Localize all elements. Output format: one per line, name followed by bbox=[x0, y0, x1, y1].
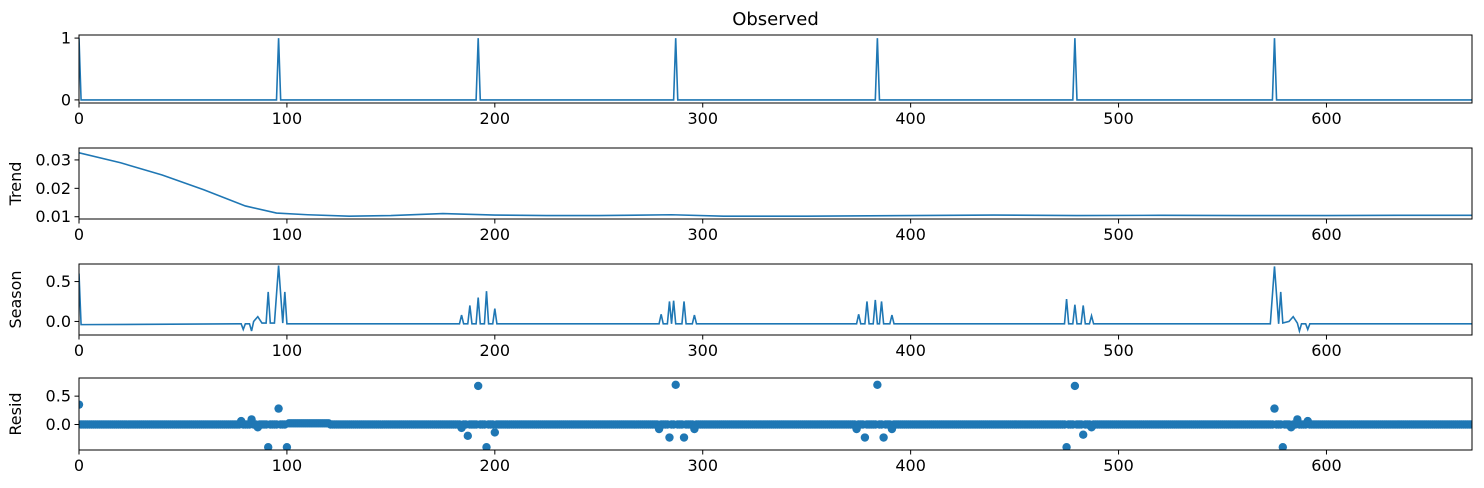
x-tick-label: 100 bbox=[272, 109, 303, 128]
x-tick-label: 0 bbox=[74, 341, 84, 360]
x-tick-label: 300 bbox=[687, 456, 718, 475]
x-tick-label: 0 bbox=[74, 456, 84, 475]
resid-outlier-point bbox=[1304, 417, 1312, 425]
resid-outlier-point bbox=[690, 425, 698, 433]
resid-outlier-point bbox=[888, 425, 896, 433]
y-tick-label: 0.0 bbox=[46, 312, 71, 331]
x-tick-label: 600 bbox=[1311, 225, 1342, 244]
resid-outlier-point bbox=[237, 417, 245, 425]
x-tick-label: 0 bbox=[74, 225, 84, 244]
x-tick-label: 500 bbox=[1103, 109, 1134, 128]
resid-outlier-point bbox=[464, 432, 472, 440]
x-tick-label: 300 bbox=[687, 109, 718, 128]
series-line bbox=[79, 38, 1472, 100]
resid-outlier-point bbox=[247, 415, 255, 423]
y-tick-label: 0.03 bbox=[35, 150, 71, 169]
x-tick-label: 400 bbox=[895, 341, 926, 360]
x-tick-label: 100 bbox=[272, 225, 303, 244]
x-tick-label: 400 bbox=[895, 109, 926, 128]
x-tick-label: 200 bbox=[480, 225, 511, 244]
x-tick-label: 200 bbox=[480, 456, 511, 475]
x-tick-label: 100 bbox=[272, 456, 303, 475]
series-line bbox=[79, 153, 1472, 216]
x-tick-label: 400 bbox=[895, 456, 926, 475]
y-tick-label: 0.01 bbox=[35, 207, 71, 226]
resid-outlier-point bbox=[655, 425, 663, 433]
y-axis-label: Resid bbox=[6, 392, 25, 435]
x-tick-label: 500 bbox=[1103, 225, 1134, 244]
y-tick-label: 0 bbox=[61, 90, 71, 109]
y-axis-label: Trend bbox=[6, 162, 25, 207]
subplot-2: 0 100 200 300 400 500 600 0.0 0.5 Season bbox=[6, 264, 1472, 360]
x-tick-label: 600 bbox=[1311, 456, 1342, 475]
resid-outlier-point bbox=[254, 423, 262, 431]
x-tick-label: 400 bbox=[895, 225, 926, 244]
y-tick-label: 0.5 bbox=[46, 272, 71, 291]
y-tick-label: 0.5 bbox=[46, 387, 71, 406]
resid-outlier-point bbox=[274, 404, 282, 412]
x-tick-label: 200 bbox=[480, 341, 511, 360]
resid-outlier-point bbox=[665, 433, 673, 441]
y-tick-label: 1 bbox=[61, 29, 71, 48]
y-tick-label: 0.02 bbox=[35, 179, 71, 198]
y-axis-label: Season bbox=[6, 270, 25, 328]
x-tick-label: 600 bbox=[1311, 109, 1342, 128]
axes-frame bbox=[79, 148, 1472, 219]
axes-frame bbox=[79, 378, 1472, 450]
x-tick-label: 0 bbox=[74, 109, 84, 128]
x-tick-label: 300 bbox=[687, 225, 718, 244]
resid-outlier-point bbox=[1287, 423, 1295, 431]
series-line bbox=[79, 266, 1472, 331]
resid-outlier-point bbox=[457, 424, 465, 432]
plot-area-0 bbox=[79, 38, 1472, 100]
x-tick-label: 500 bbox=[1103, 456, 1134, 475]
x-tick-label: 200 bbox=[480, 109, 511, 128]
resid-outlier-point bbox=[1270, 404, 1278, 412]
axes-frame bbox=[79, 35, 1472, 103]
resid-outlier-point bbox=[672, 381, 680, 389]
resid-outlier-point bbox=[680, 433, 688, 441]
x-tick-label: 300 bbox=[687, 341, 718, 360]
subplot-1: 0 100 200 300 400 500 600 0.01 0.02 0.03 Trend bbox=[6, 148, 1472, 244]
subplot-3: 0 100 200 300 400 500 600 0.0 0.5 Resid bbox=[6, 378, 1476, 475]
resid-outlier-point bbox=[474, 382, 482, 390]
resid-outlier-point bbox=[873, 381, 881, 389]
plot-area-2 bbox=[79, 266, 1472, 331]
resid-outlier-point bbox=[852, 425, 860, 433]
subplot-0: 0 100 200 300 400 500 600 0 1 Observed bbox=[61, 9, 1472, 128]
subplot-title: Observed bbox=[732, 9, 819, 30]
resid-outlier-point bbox=[861, 433, 869, 441]
plot-area-3 bbox=[75, 381, 1476, 452]
resid-outlier-point bbox=[1293, 415, 1301, 423]
resid-outlier-point bbox=[879, 433, 887, 441]
y-tick-label: 0.0 bbox=[46, 415, 71, 434]
x-tick-label: 100 bbox=[272, 341, 303, 360]
resid-outlier-point bbox=[491, 428, 499, 436]
plot-area-1 bbox=[79, 153, 1472, 216]
resid-outlier-point bbox=[1071, 382, 1079, 390]
x-tick-label: 600 bbox=[1311, 341, 1342, 360]
resid-outlier-point bbox=[1079, 430, 1087, 438]
x-tick-label: 500 bbox=[1103, 341, 1134, 360]
resid-outlier-point bbox=[1087, 423, 1095, 431]
